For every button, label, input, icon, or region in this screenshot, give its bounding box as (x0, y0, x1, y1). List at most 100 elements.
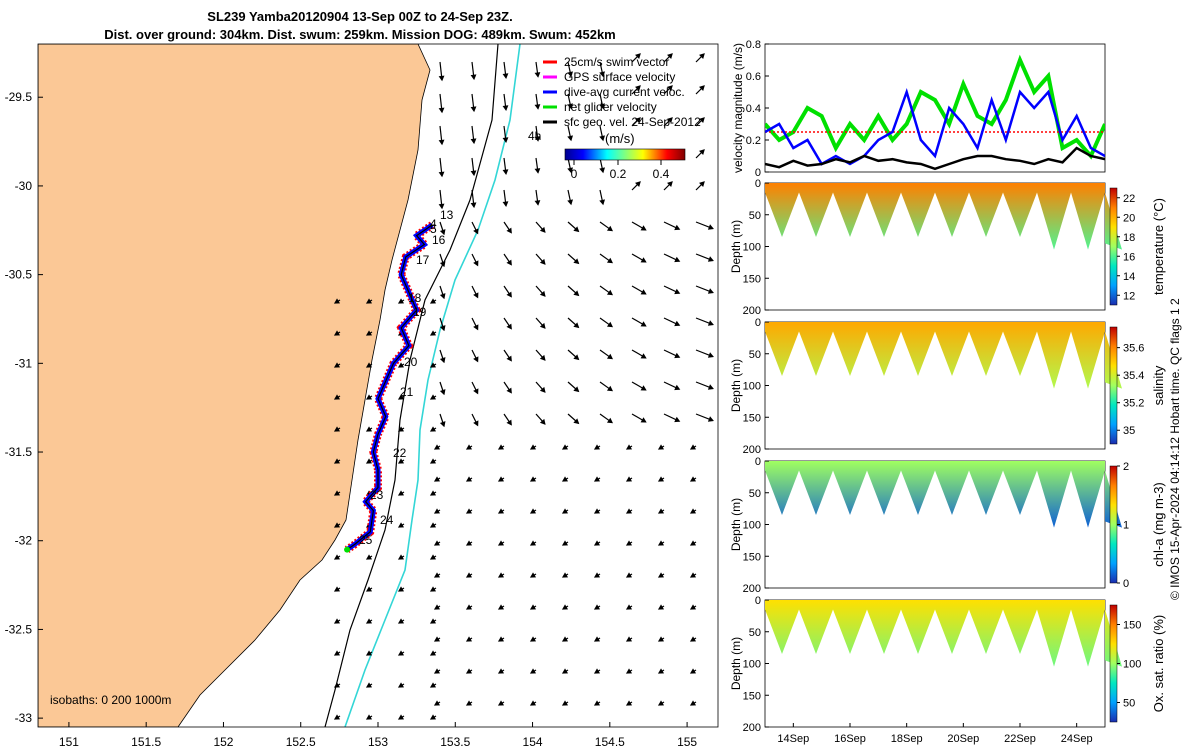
legend-label: dive-avg current veloc. (564, 85, 685, 99)
vector-arrowhead (625, 508, 633, 514)
vector-arrowhead (699, 181, 705, 187)
vector-arrowhead (439, 389, 446, 396)
colorbar-tick-label: 16 (1123, 251, 1135, 263)
vector-arrowhead (429, 458, 437, 464)
velocity-y-axis-label: velocity magnitude (m/s) (731, 43, 745, 173)
date-tick-label: 24Sep (1061, 733, 1093, 745)
track-day-label: 24 (380, 513, 394, 527)
vector-arrowhead (640, 385, 647, 391)
vector-arrowhead (506, 259, 512, 266)
colorbar-label: salinity (1151, 365, 1166, 405)
track-day-label: 16 (432, 233, 446, 247)
vector-arrowhead (439, 325, 446, 332)
section-colorbar (1109, 604, 1118, 723)
section-colorbar (1109, 326, 1118, 445)
vector-arrowhead (433, 476, 441, 482)
vector-arrowhead (640, 257, 647, 263)
vector-arrowhead (567, 103, 574, 110)
vector-arrowhead (433, 540, 441, 546)
track-day-label: 19 (413, 305, 427, 319)
track-day-label: 21 (400, 385, 414, 399)
vector-arrowhead (333, 554, 341, 560)
vector-arrowhead (561, 508, 569, 514)
vector-arrowhead (539, 322, 546, 329)
section-temperature: 0 50 100 150 200 Depth (m) 12 14 16 18 20 22 tempera… (729, 178, 1166, 317)
vector-arrowhead (333, 714, 341, 720)
vector-arrowhead (674, 352, 681, 359)
velocity-y-tick-label: 0.8 (746, 39, 761, 51)
vector-arrowhead (473, 356, 479, 363)
vector-arrowhead (625, 636, 633, 642)
depth-tick-label: 50 (749, 210, 761, 222)
vector-arrowhead (465, 508, 473, 514)
vector-arrowhead (333, 522, 341, 528)
date-tick-label: 14Sep (777, 733, 809, 745)
section-field (765, 600, 1122, 667)
colorbar-tick-label: 14 (1123, 271, 1135, 283)
vector-arrowhead (599, 199, 606, 206)
map-x-tick-label: 153 (368, 735, 388, 749)
vector-arrowhead (465, 444, 473, 450)
vector-arrowhead (640, 289, 647, 295)
colorbar-tick-label: 35 (1123, 425, 1135, 437)
vector-arrowhead (397, 682, 405, 688)
vector-arrowhead (606, 321, 614, 328)
vector-arrowhead (635, 85, 641, 91)
depth-tick-label: 50 (749, 488, 761, 500)
vector-arrowhead (365, 586, 373, 592)
colorbar-tick-label: 0 (571, 167, 578, 181)
vector-arrowhead (625, 444, 633, 450)
vector-arrowhead (674, 320, 681, 327)
vector-arrowhead (667, 181, 673, 187)
depth-tick-label: 150 (743, 412, 761, 424)
vector-arrowhead (397, 522, 405, 528)
vector-arrowhead (333, 426, 341, 432)
section-oxygen-saturation: 0 50 100 150 200 Depth (m) 50 100 150 Ox. sat. ra… (729, 595, 1166, 734)
vector-arrowhead (397, 298, 405, 304)
vector-arrowhead (529, 476, 537, 482)
velocity-y-tick-label: 0.6 (746, 71, 761, 83)
vector-arrowhead (573, 354, 580, 361)
colorbar-tick-label: 1 (1123, 520, 1129, 532)
depth-tick-label: 0 (755, 317, 761, 329)
map-x-tick-label: 154.5 (595, 735, 625, 749)
vector-arrowhead (473, 292, 479, 299)
velocity-y-tick-label: 0.2 (746, 135, 761, 147)
map-y-tick-label: -33 (15, 711, 33, 725)
vector-arrowhead (657, 508, 665, 514)
section-chl-a: 0 50 100 150 200 Depth (m) 0 1 2 chl-a (mg m-3) (729, 456, 1166, 595)
track-day-label: 17 (416, 253, 430, 267)
colorbar-label: Ox. sat. ratio (%) (1151, 615, 1166, 713)
vector-arrowhead (433, 636, 441, 642)
vector-arrowhead (599, 135, 606, 142)
vector-arrowhead (657, 476, 665, 482)
vector-arrowhead (534, 104, 541, 110)
vector-arrowhead (657, 604, 665, 610)
vector-arrowhead (433, 700, 441, 706)
vector-arrowhead (429, 330, 437, 336)
vector-arrowhead (529, 700, 537, 706)
colorbar-tick-label: 150 (1123, 620, 1141, 632)
vector-arrowhead (438, 107, 445, 114)
vector-arrowhead (429, 362, 437, 368)
vector-arrowhead (606, 417, 614, 424)
vector-arrowhead (365, 426, 373, 432)
vector-arrowhead (529, 636, 537, 642)
vector-arrowhead (689, 476, 697, 482)
vector-arrowhead (689, 636, 697, 642)
depth-tick-label: 200 (743, 444, 761, 456)
map-x-tick-label: 154 (523, 735, 543, 749)
vector-arrowhead (640, 225, 647, 231)
track-day-label: 18 (408, 291, 422, 305)
velocity-frame (764, 43, 1106, 173)
vector-arrowhead (534, 200, 541, 206)
vector-arrowhead (438, 171, 445, 178)
legend-label: GPS surface velocity (564, 70, 675, 84)
vector-arrowhead (506, 227, 512, 234)
vector-arrowhead (567, 135, 574, 142)
vector-arrowhead (497, 476, 505, 482)
vector-arrowhead (506, 387, 512, 394)
vector-arrowhead (497, 636, 505, 642)
vector-arrowhead (529, 604, 537, 610)
